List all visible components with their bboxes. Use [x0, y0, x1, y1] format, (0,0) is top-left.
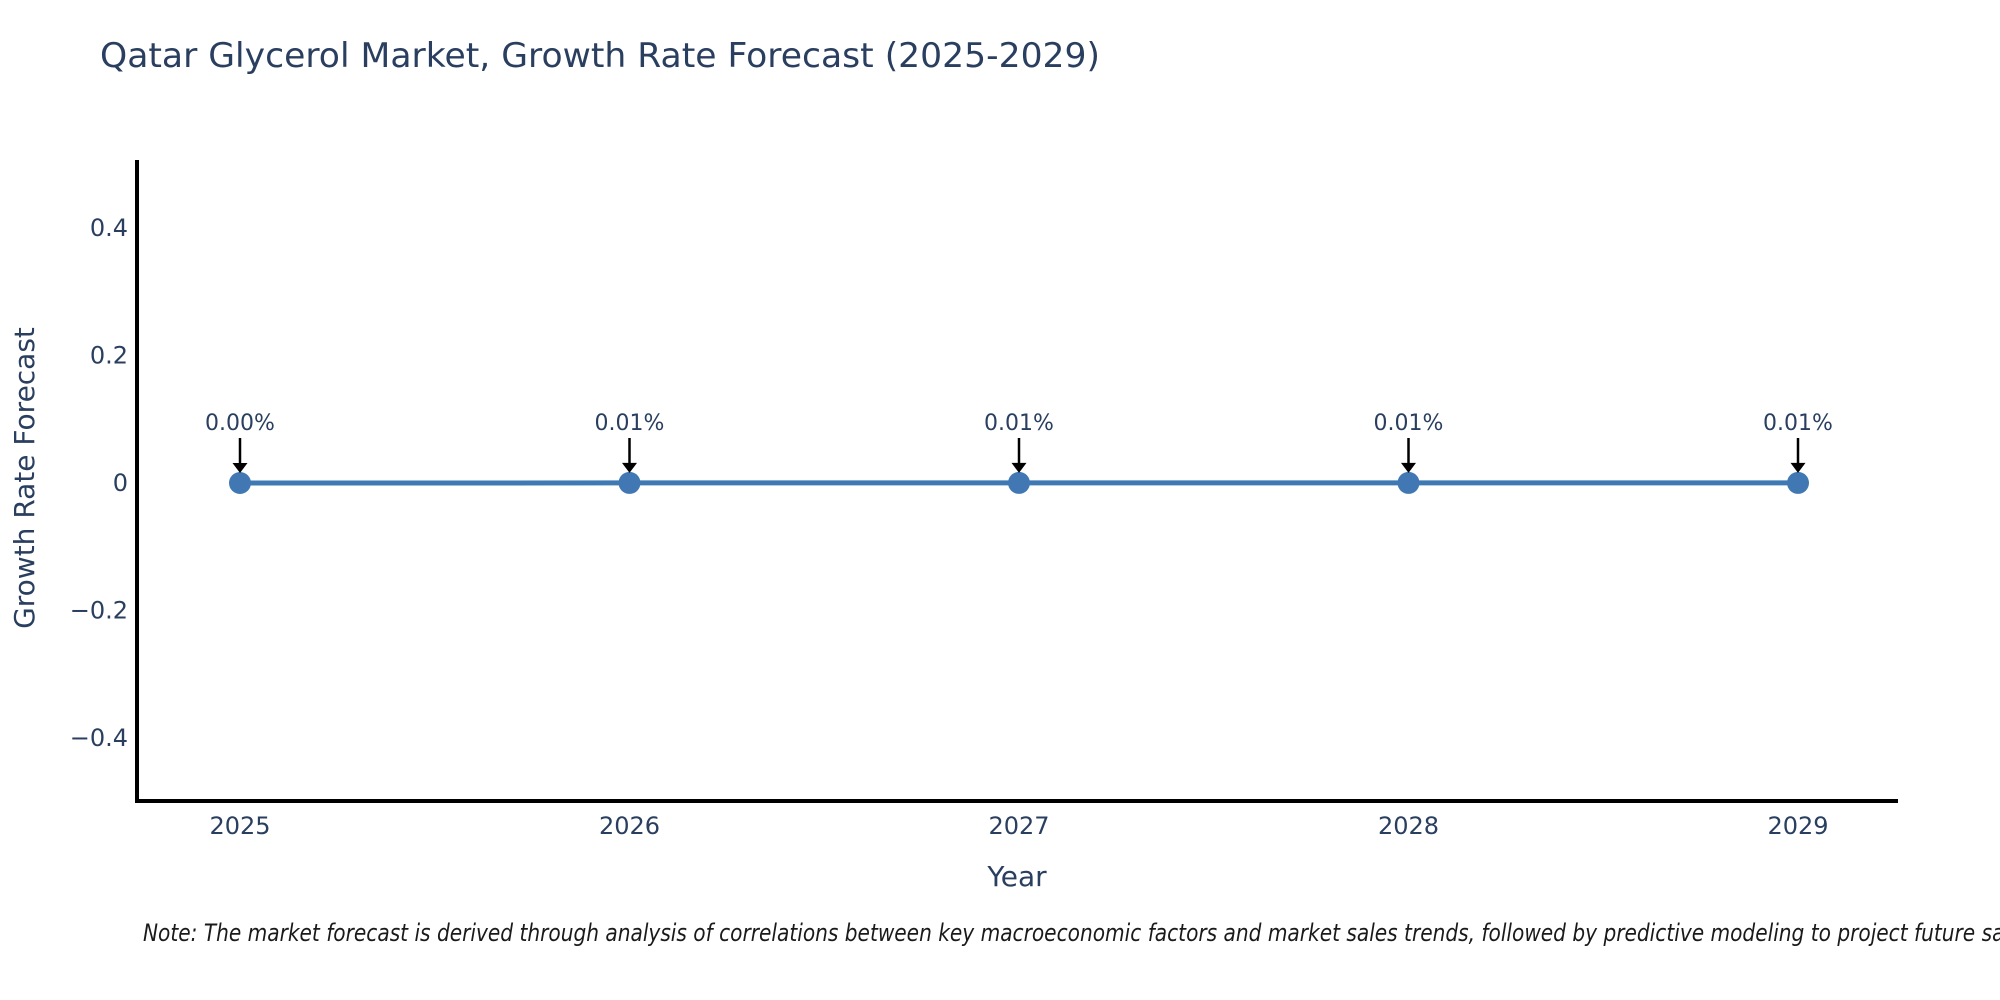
annotation-arrowhead-icon — [232, 463, 248, 473]
y-axis-title: Growth Rate Forecast — [8, 327, 41, 629]
x-tick-label: 2029 — [1767, 812, 1828, 840]
data-point-label: 0.01% — [1374, 411, 1444, 436]
y-tick-label: 0 — [113, 469, 128, 497]
x-tick-label: 2025 — [209, 812, 270, 840]
data-point-marker — [1008, 471, 1030, 494]
x-tick-label: 2028 — [1378, 812, 1439, 840]
y-tick-label: 0.2 — [90, 342, 128, 370]
annotation-arrowhead-icon — [1011, 462, 1027, 473]
annotations-group: 0.00% 0.01% 0.01% 0.01% 0.01% — [205, 411, 1833, 473]
x-tick-label: 2027 — [988, 812, 1049, 840]
chart-title: Qatar Glycerol Market, Growth Rate Forec… — [100, 36, 1100, 76]
y-axis-ticks: 0.4 0.2 0 −0.2 −0.4 — [70, 214, 128, 752]
y-tick-label: −0.4 — [70, 724, 128, 752]
annotation-arrowhead-icon — [1401, 462, 1416, 473]
data-point-marker — [1397, 471, 1420, 494]
series-group — [229, 471, 1809, 494]
annotation-arrowhead-icon — [1790, 462, 1806, 473]
data-point-marker — [1787, 471, 1809, 494]
data-point-label: 0.00% — [205, 411, 275, 436]
x-axis-ticks: 2025 2026 2027 2028 2029 — [209, 812, 1828, 840]
x-axis-title: Year — [986, 860, 1047, 893]
data-point-label: 0.01% — [984, 411, 1054, 436]
y-tick-label: 0.4 — [90, 214, 128, 242]
annotation-arrowhead-icon — [622, 462, 637, 473]
data-point-label: 0.01% — [1763, 411, 1833, 436]
data-point-marker — [618, 471, 641, 494]
y-tick-label: −0.2 — [70, 597, 128, 625]
x-tick-label: 2026 — [599, 812, 660, 840]
data-point-marker — [229, 472, 251, 494]
footnote-text: Note: The market forecast is derived thr… — [143, 919, 2000, 947]
data-point-label: 0.01% — [595, 411, 665, 436]
